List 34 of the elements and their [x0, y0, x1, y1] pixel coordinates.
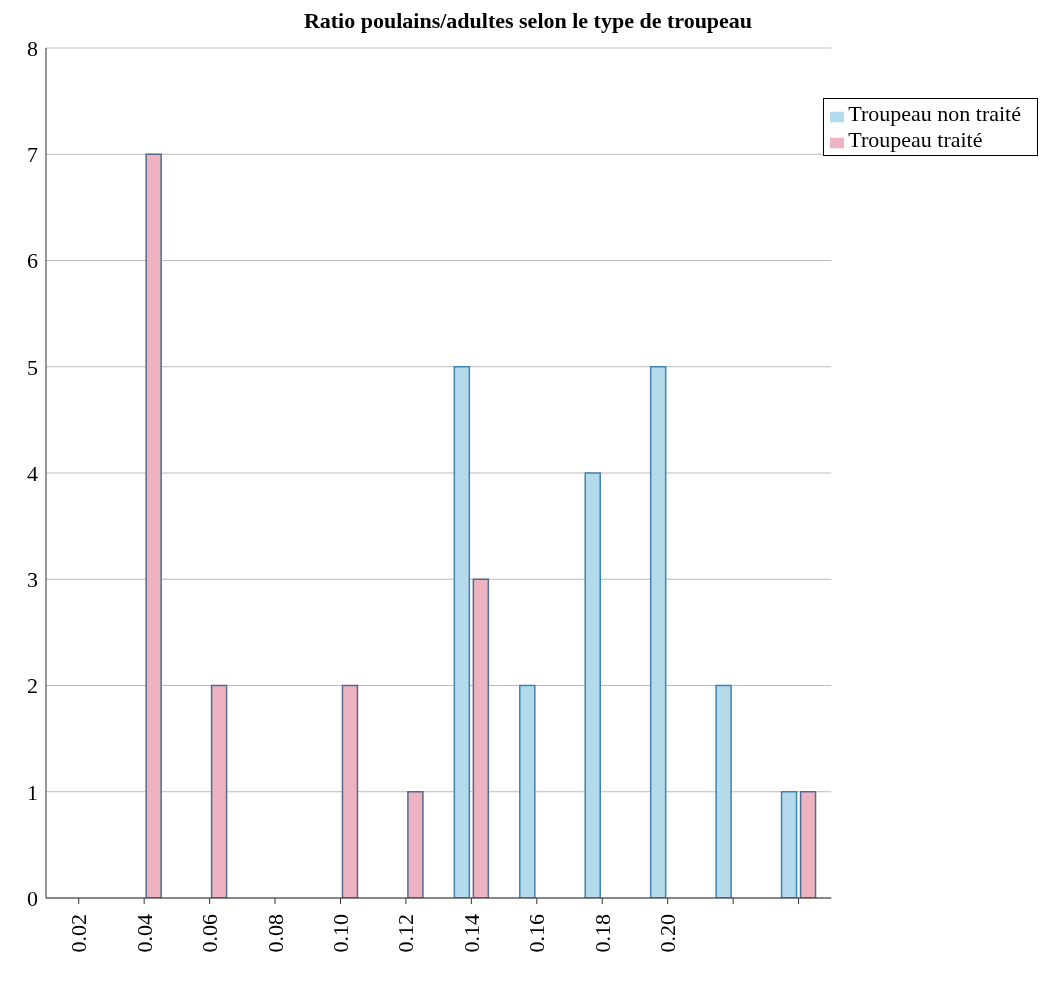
legend-label: Troupeau non traité: [848, 101, 1021, 126]
y-tick-label: 1: [27, 779, 38, 805]
bar: [715, 684, 732, 898]
y-tick-label: 5: [27, 354, 38, 380]
x-tick-label: 0.12: [393, 914, 419, 953]
x-tick-label: 0.18: [589, 914, 615, 953]
y-tick-label: 6: [27, 248, 38, 274]
y-tick-label: 7: [27, 142, 38, 168]
legend-label: Troupeau traité: [848, 127, 983, 152]
bar: [210, 684, 228, 898]
x-tick-label: 0.06: [197, 914, 223, 953]
x-tick-label: 0.08: [262, 914, 288, 953]
bar: [780, 791, 798, 898]
chart-title: Ratio poulains/adultes selon le type de troupeau: [302, 8, 754, 34]
bar: [519, 684, 536, 898]
x-tick-label: 0.16: [524, 914, 550, 953]
x-tick-label: 0.10: [327, 914, 353, 953]
y-tick-label: 4: [27, 460, 38, 486]
bar: [453, 366, 471, 898]
bar: [145, 153, 162, 898]
bar: [649, 366, 667, 898]
x-tick-label: 0.20: [655, 914, 681, 953]
bar: [799, 791, 817, 898]
x-tick-label: 0.02: [66, 914, 92, 953]
x-tick-label: 0.14: [458, 914, 484, 953]
y-tick-label: 0: [27, 885, 38, 911]
bar: [472, 578, 490, 898]
bar: [341, 684, 359, 898]
bar: [407, 791, 424, 898]
y-tick-label: 8: [27, 35, 38, 61]
x-tick-label: 0.04: [131, 914, 157, 953]
y-tick-label: 3: [27, 567, 38, 593]
y-tick-label: 2: [27, 673, 38, 699]
bar: [584, 472, 601, 898]
